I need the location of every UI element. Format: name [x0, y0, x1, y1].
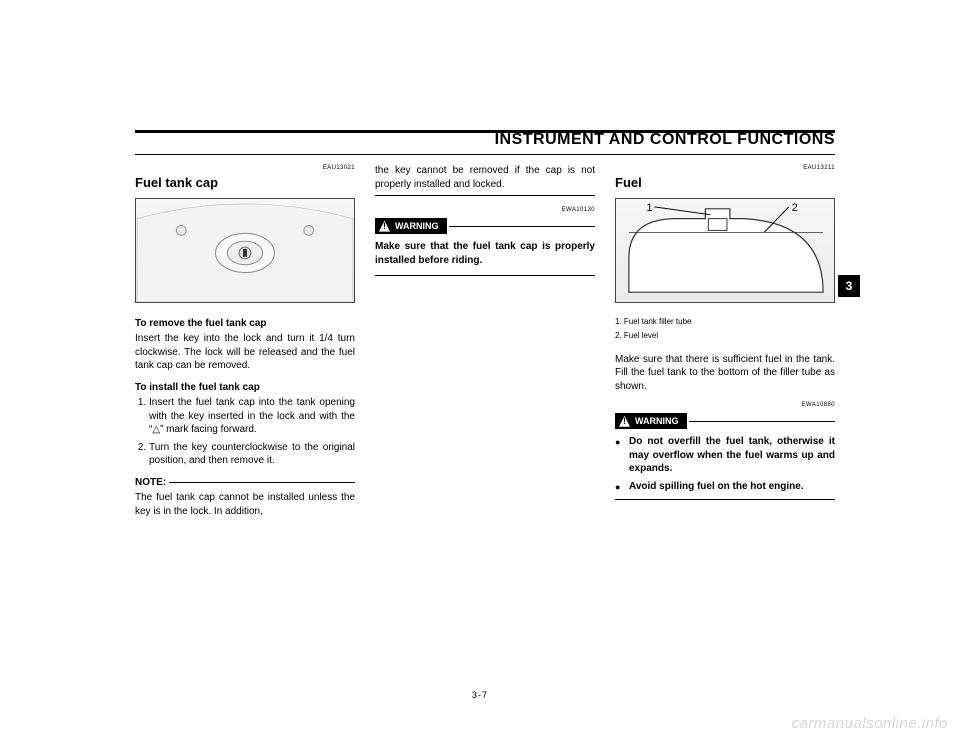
- warning-header-2: ! WARNING: [615, 411, 835, 431]
- column-3: EAU13211 Fuel 1 2 1. Fuel tank filler tu…: [615, 164, 835, 518]
- figure-caption-2: 2. Fuel level: [615, 331, 835, 341]
- install-step-1: Insert the fuel tank cap into the tank o…: [149, 396, 355, 437]
- warning-text: Make sure that the fuel tank cap is prop…: [375, 240, 595, 267]
- code-reference-3: EAU13211: [615, 164, 835, 172]
- note-label: NOTE:: [135, 476, 166, 490]
- content-area: INSTRUMENT AND CONTROL FUNCTIONS EAU1302…: [135, 130, 835, 690]
- subhead-remove: To remove the fuel tank cap: [135, 317, 355, 331]
- chapter-thumb-tab: 3: [838, 275, 860, 297]
- section-title-fuel-cap: Fuel tank cap: [135, 174, 355, 192]
- warning-header: ! WARNING: [375, 216, 595, 236]
- callout-1: 1: [647, 201, 653, 213]
- column-1: EAU13021 Fuel tank cap To remove the fue…: [135, 164, 355, 518]
- text-columns: EAU13021 Fuel tank cap To remove the fue…: [135, 164, 835, 518]
- warning-triangle-icon: !: [379, 221, 390, 232]
- subhead-install: To install the fuel tank cap: [135, 381, 355, 395]
- watermark: carmanualsonline.info: [792, 715, 948, 732]
- warning-label-box-2: ! WARNING: [615, 413, 687, 429]
- page-number: 3-7: [472, 690, 488, 700]
- install-step-2: Turn the key counterclockwise to the ori…: [149, 441, 355, 468]
- code-reference-2: EWA10130: [375, 206, 595, 214]
- column-2: the key cannot be removed if the cap is …: [375, 164, 595, 518]
- manual-page: 3 INSTRUMENT AND CONTROL FUNCTIONS EAU13…: [0, 0, 960, 742]
- callout-2: 2: [792, 201, 798, 213]
- para-remove: Insert the key into the lock and turn it…: [135, 332, 355, 373]
- warning-rule: [449, 226, 596, 227]
- figure-fuel-tank-cap: [135, 198, 355, 303]
- warning-label-box: ! WARNING: [375, 218, 447, 234]
- note-text: The fuel tank cap cannot be installed un…: [135, 491, 355, 518]
- note-rule: [169, 482, 355, 483]
- code-reference-4: EWA10880: [615, 401, 835, 409]
- warning-label-text: WARNING: [395, 220, 439, 232]
- warning-bullets: Do not overfill the fuel tank, otherwise…: [615, 435, 835, 493]
- fuel-body-text: Make sure that there is sufficient fuel …: [615, 353, 835, 394]
- header-rule-bottom: [135, 154, 835, 155]
- warning-triangle-icon-2: !: [619, 416, 630, 427]
- install-steps: Insert the fuel tank cap into the tank o…: [149, 396, 355, 468]
- note-line: NOTE:: [135, 476, 355, 490]
- figure-caption-1: 1. Fuel tank filler tube: [615, 317, 835, 327]
- figure-fuel-tank: 1 2: [615, 198, 835, 303]
- continuation-text: the key cannot be removed if the cap is …: [375, 164, 595, 191]
- warning-bullet-2: Avoid spilling fuel on the hot engine.: [615, 480, 835, 494]
- warning-end-rule: [375, 275, 595, 276]
- warning-bullet-1: Do not overfill the fuel tank, otherwise…: [615, 435, 835, 476]
- warning-label-text-2: WARNING: [635, 415, 679, 427]
- code-reference: EAU13021: [135, 164, 355, 172]
- warning-rule-2: [689, 421, 836, 422]
- page-header-title: INSTRUMENT AND CONTROL FUNCTIONS: [495, 131, 835, 149]
- section-title-fuel: Fuel: [615, 174, 835, 192]
- warning-end-rule-2: [615, 499, 835, 500]
- note-end-rule: [375, 195, 595, 196]
